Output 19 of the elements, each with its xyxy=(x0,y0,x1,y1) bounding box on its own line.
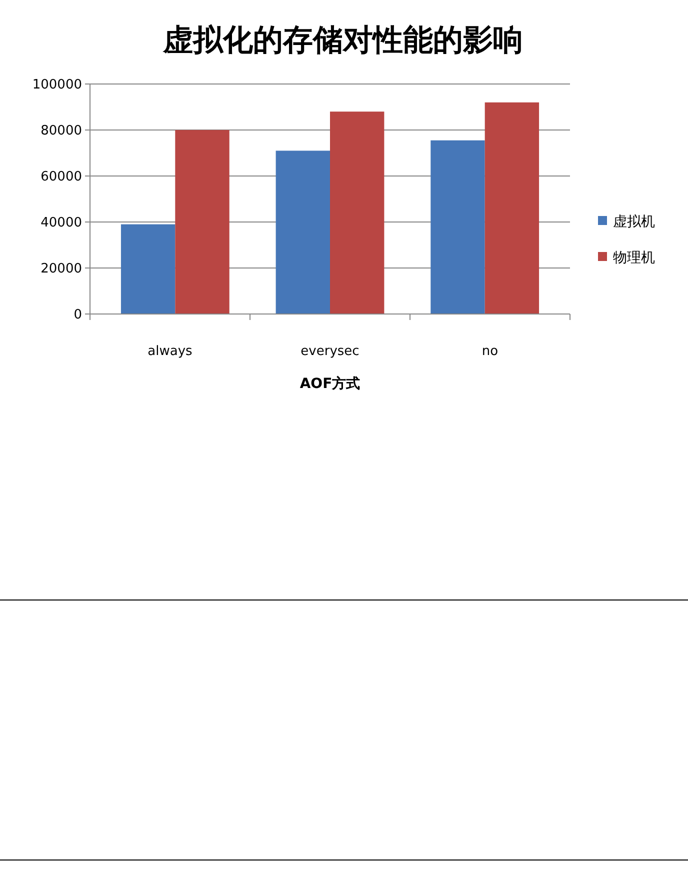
bar xyxy=(276,150,330,314)
y-tick-label: 100000 xyxy=(32,78,82,93)
x-axis-title: AOF方式 xyxy=(300,375,360,392)
bar xyxy=(430,140,485,314)
y-tick-label: 0 xyxy=(74,308,82,323)
bar xyxy=(484,102,540,314)
x-tick-label: everysec xyxy=(300,344,360,359)
y-tick-label: 40000 xyxy=(40,216,82,231)
bar xyxy=(175,130,230,314)
legend-label: 物理机 xyxy=(613,250,655,266)
x-tick-label: always xyxy=(148,344,193,359)
y-tick-label: 80000 xyxy=(40,124,82,139)
bar xyxy=(120,224,176,314)
x-tick-label: no xyxy=(482,344,498,359)
y-tick-label: 60000 xyxy=(40,170,82,185)
y-tick-label: 20000 xyxy=(40,262,82,277)
bar xyxy=(330,112,384,314)
chart-title: 虚拟化的存储对性能的影响 xyxy=(162,23,523,58)
legend-label: 虚拟机 xyxy=(613,214,655,230)
